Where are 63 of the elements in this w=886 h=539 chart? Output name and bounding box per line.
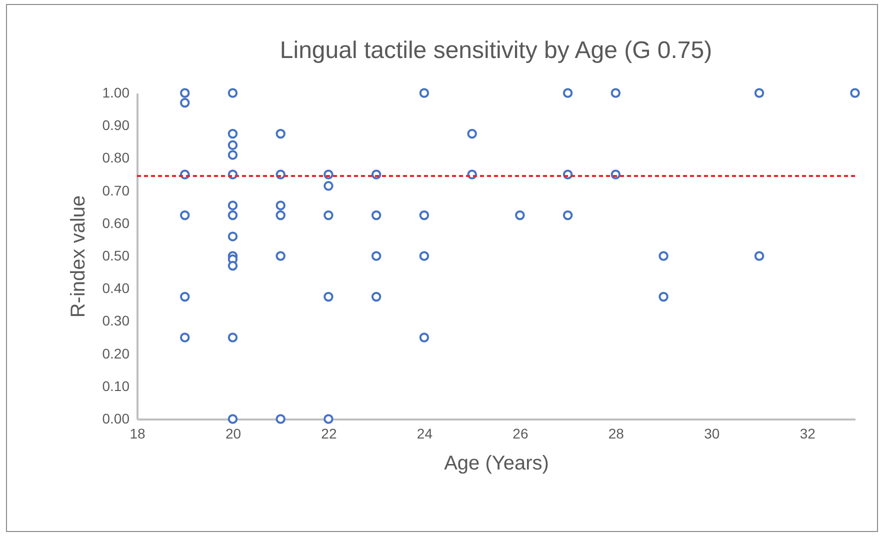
point xyxy=(228,128,238,139)
point xyxy=(276,128,286,139)
y-tick-label: 0.40 xyxy=(102,280,130,296)
point xyxy=(324,181,334,191)
y-tick-label: 0.10 xyxy=(102,378,130,394)
point xyxy=(562,210,573,220)
point xyxy=(228,232,238,242)
y-tick-label: 0.20 xyxy=(102,345,130,362)
y-tick-label: 0.30 xyxy=(102,312,130,329)
point xyxy=(228,88,238,98)
point xyxy=(180,210,190,220)
point xyxy=(419,210,430,220)
point xyxy=(180,88,190,98)
point xyxy=(276,200,286,210)
x-tick-label: 24 xyxy=(416,426,433,442)
y-tick-label: 0.00 xyxy=(102,410,130,426)
y-tick-label: 1.00 xyxy=(102,84,130,100)
x-tick-label: 30 xyxy=(704,426,720,442)
point xyxy=(371,292,382,302)
y-tick-label: 0.90 xyxy=(102,117,130,134)
point xyxy=(228,332,238,342)
x-tick-label: 20 xyxy=(225,426,242,442)
point xyxy=(610,88,621,98)
point xyxy=(180,292,190,302)
point xyxy=(324,210,334,220)
point xyxy=(276,251,286,261)
point xyxy=(276,210,286,220)
point xyxy=(371,251,382,261)
y-tick-label: 0.60 xyxy=(102,214,130,231)
point xyxy=(228,140,238,150)
y-tick-label: 0.50 xyxy=(102,248,130,264)
point xyxy=(228,150,238,160)
point xyxy=(324,292,334,302)
y-tick-label: 0.80 xyxy=(102,150,130,166)
y-axis-title: R-index value xyxy=(67,195,90,318)
point xyxy=(180,98,190,108)
x-tick-label: 32 xyxy=(800,426,816,442)
point xyxy=(658,251,668,261)
point xyxy=(850,88,860,98)
point xyxy=(658,292,668,302)
point xyxy=(754,251,764,261)
point xyxy=(562,88,573,98)
x-tick-label: 22 xyxy=(321,426,337,442)
point xyxy=(180,332,190,342)
x-tick-label: 18 xyxy=(130,426,146,442)
point xyxy=(467,128,477,139)
point xyxy=(276,414,286,424)
x-tick-label: 28 xyxy=(608,426,624,442)
point xyxy=(419,332,430,342)
y-tick-label: 0.70 xyxy=(102,182,130,198)
x-tick-label: 26 xyxy=(512,426,528,442)
point xyxy=(228,200,238,210)
point xyxy=(419,88,430,98)
point xyxy=(515,210,525,220)
point xyxy=(228,260,238,271)
x-axis-title: Age (Years) xyxy=(444,452,549,474)
point xyxy=(419,251,430,261)
point xyxy=(754,88,764,98)
point xyxy=(228,414,238,424)
chart-title: Lingual tactile sensitivity by Age (G 0.75) xyxy=(280,37,712,64)
point xyxy=(228,210,238,220)
point xyxy=(324,414,334,424)
point xyxy=(371,210,382,220)
